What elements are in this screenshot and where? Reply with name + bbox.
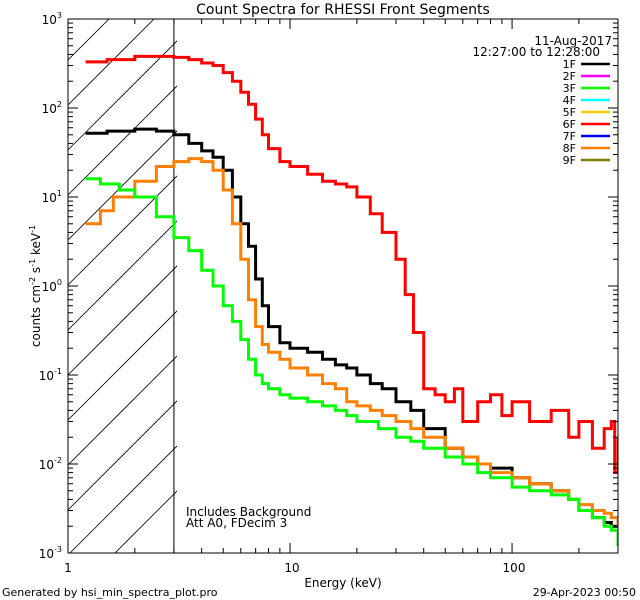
y-tick-label: 100	[42, 278, 62, 294]
legend-label-1f: 1F	[563, 58, 576, 71]
y-axis-label: counts cm-2 s-1 keV-1	[28, 225, 43, 347]
y-label-exp2: -1	[28, 259, 37, 267]
legend-label-7f: 7F	[563, 130, 576, 143]
date-label: 11-Aug-2017	[534, 34, 612, 48]
hatch-line	[69, 445, 177, 553]
legend-label-6f: 6F	[563, 118, 576, 131]
hatch-line	[68, 400, 177, 511]
hatch-line	[68, 175, 177, 286]
hatch-line	[114, 490, 177, 553]
y-label-exp1: -2	[28, 277, 37, 285]
hatch-line	[68, 310, 177, 421]
chart-title: Count Spectra for RHESSI Front Segments	[196, 2, 490, 18]
annotation-background: Includes Background	[186, 505, 311, 519]
y-tick-label: 102	[42, 100, 62, 116]
legend-label-8f: 8F	[563, 142, 576, 155]
y-tick-label: 103	[42, 11, 62, 27]
hatch-line	[68, 85, 177, 196]
generated-by: Generated by hsi_min_spectra_plot.pro	[2, 586, 218, 599]
legend-label-4f: 4F	[563, 94, 576, 107]
attenuator-hatch	[68, 19, 177, 553]
y-tick-label: 101	[42, 189, 62, 205]
y-tick-label: 10-3	[39, 545, 62, 561]
series-8f-line	[85, 157, 618, 527]
x-axis-label: Energy (keV)	[304, 576, 381, 590]
series-1f-line	[85, 127, 618, 528]
legend-label-3f: 3F	[563, 82, 576, 95]
hatch-line	[68, 19, 155, 106]
legend-label-2f: 2F	[563, 70, 576, 83]
y-label-kev: keV	[29, 232, 43, 259]
y-tick-label: 10-2	[39, 456, 62, 472]
legend-label-5f: 5F	[563, 106, 576, 119]
y-label-counts: counts cm	[29, 285, 43, 347]
x-tick-label-10: 10	[284, 561, 299, 575]
x-tick-label-1: 1	[64, 561, 72, 575]
hatch-line	[68, 265, 177, 376]
legend-label-9f: 9F	[563, 154, 576, 167]
x-tick-label-100: 100	[503, 561, 526, 575]
series-3f-line	[85, 177, 618, 546]
hatch-line	[68, 355, 177, 466]
y-label-s: s	[29, 267, 43, 277]
timestamp: 29-Apr-2023 00:50	[533, 586, 636, 599]
annotation-attenuator: Att A0, FDecim 3	[186, 516, 287, 530]
series-6f-line	[85, 54, 618, 475]
y-label-exp3: -1	[28, 225, 37, 233]
hatch-line	[68, 220, 177, 331]
y-tick-label: 10-1	[39, 367, 62, 383]
hatch-line	[68, 40, 177, 151]
time-range-label: 12:27:00 to 12:28:00	[473, 45, 600, 59]
